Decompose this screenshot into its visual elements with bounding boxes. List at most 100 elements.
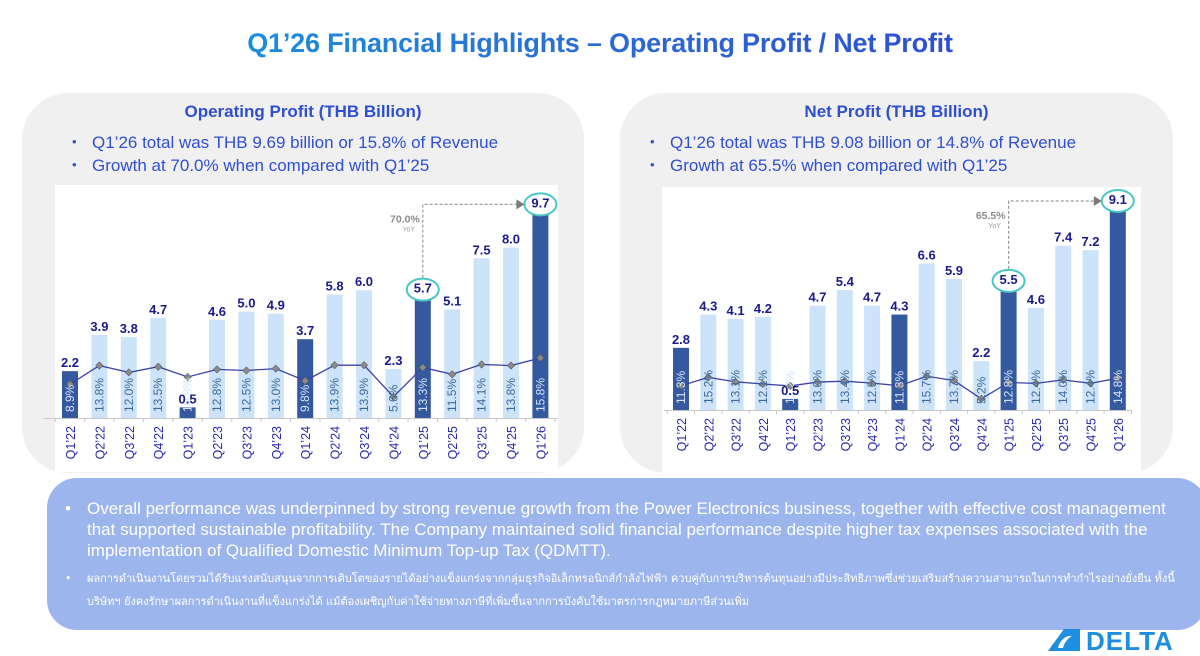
- np-margin-label: 5.2%: [974, 376, 988, 404]
- np-margin-label: 11.2%: [783, 371, 797, 404]
- np-margin-marker: [949, 376, 959, 385]
- bullet-item: Growth at 70.0% when compared with Q1’25: [72, 154, 498, 177]
- op-margin-marker: [154, 362, 163, 371]
- op-value-label: 5.7: [414, 281, 432, 296]
- op-margin-marker: [359, 361, 369, 370]
- op-category-label: Q3’25: [476, 426, 490, 459]
- np-category-label: Q1’23: [784, 418, 798, 451]
- np-bar: [973, 361, 990, 410]
- op-margin-marker: [330, 361, 339, 370]
- np-yoy-arrow-icon: [1093, 195, 1102, 206]
- op-margin-marker: [389, 392, 398, 401]
- op-category-label: Q3’24: [358, 426, 372, 459]
- op-margin-label: 9.8%: [298, 384, 312, 412]
- op-margin-marker: [448, 370, 457, 379]
- op-bar: [120, 337, 137, 418]
- np-value-label: 9.1: [1109, 192, 1127, 207]
- np-category-label: Q1’24: [893, 418, 907, 451]
- np-value-label: 4.3: [699, 299, 717, 314]
- np-margin-marker: [1031, 379, 1040, 388]
- np-margin-marker: [977, 394, 986, 403]
- np-margin-label: 11.3%: [892, 371, 906, 404]
- op-value-label: 7.5: [473, 242, 491, 257]
- op-margin-marker: [95, 361, 104, 370]
- np-margin-marker: [1059, 375, 1068, 384]
- op-margin-label: 12.8%: [210, 378, 224, 412]
- op-category-label: Q4’25: [505, 426, 519, 459]
- delta-logo-icon: [1048, 629, 1080, 651]
- np-yoy-value: 65.5%: [976, 210, 1006, 222]
- op-bar: [473, 258, 490, 418]
- op-margin-marker: [477, 360, 486, 369]
- page-title: Q1’26 Financial Highlights – Operating P…: [247, 28, 953, 58]
- op-bar: [503, 247, 519, 418]
- np-highlight-circle: [991, 268, 1026, 293]
- operating-profit-title: Operating Profit (THB Billion): [184, 102, 422, 121]
- op-value-label: 4.6: [208, 304, 226, 319]
- np-margin-marker: [840, 377, 849, 386]
- np-category-label: Q4’22: [757, 418, 771, 451]
- op-margin-marker: [301, 376, 310, 385]
- op-category-label: Q1’22: [64, 426, 78, 459]
- op-category-label: Q2’24: [329, 426, 343, 459]
- np-margin-marker: [1113, 374, 1122, 383]
- np-category-label: Q1’25: [1003, 418, 1017, 451]
- np-value-label: 5.5: [1000, 272, 1018, 287]
- np-value-label: 7.2: [1081, 234, 1099, 249]
- np-value-label: 6.6: [918, 247, 936, 262]
- op-value-label: 2.3: [384, 353, 402, 368]
- op-margin-marker: [124, 368, 133, 377]
- op-margin-marker: [65, 380, 75, 389]
- op-margin-marker: [536, 353, 545, 362]
- np-bar: [782, 398, 799, 410]
- np-bar: [754, 316, 771, 410]
- op-value-label: 5.8: [326, 278, 344, 293]
- np-margin-label: 12.8%: [1002, 370, 1016, 404]
- op-margin-label: 13.0%: [269, 378, 283, 412]
- np-margin-marker: [704, 373, 713, 382]
- op-bar: [444, 309, 461, 418]
- op-value-label: 3.8: [120, 321, 138, 336]
- op-value-label: 3.7: [296, 323, 314, 338]
- np-bar: [836, 290, 853, 410]
- np-category-label: Q4’24: [975, 418, 989, 451]
- op-category-label: Q2’25: [446, 426, 460, 459]
- np-margin-label: 12.5%: [865, 370, 879, 404]
- op-margin-label: 13.3%: [416, 378, 430, 412]
- op-value-label: 9.7: [531, 195, 549, 210]
- np-category-label: Q3’25: [1057, 418, 1071, 451]
- op-value-label: 6.0: [355, 274, 373, 289]
- summary-panel: Overall performance was underpinned by s…: [47, 478, 1200, 630]
- summary-thai-text: ผลการดำเนินงานโดยรวมได้รับแรงสนับสนุนจาก…: [87, 572, 1175, 608]
- op-category-label: Q3’23: [240, 426, 254, 459]
- np-category-label: Q3’23: [839, 418, 853, 451]
- op-category-label: Q4’24: [387, 426, 401, 459]
- net-profit-bullets: Q1’26 total was THB 9.08 billion or 14.8…: [650, 131, 1076, 177]
- np-category-label: Q2’22: [702, 418, 716, 451]
- op-value-label: 2.2: [61, 355, 79, 370]
- bullet-item: Growth at 65.5% when compared with Q1’25: [650, 154, 1076, 177]
- np-category-label: Q3’24: [948, 418, 962, 451]
- np-margin-label: 15.2%: [701, 370, 715, 404]
- op-category-label: Q4’23: [270, 426, 284, 459]
- bullet-item: Q1’26 total was THB 9.69 billion or 15.8…: [72, 131, 498, 154]
- net-profit-title: Net Profit (THB Billion): [804, 102, 989, 121]
- np-margin-label: 12.4%: [1029, 370, 1043, 404]
- op-margin-label: 13.9%: [357, 378, 371, 412]
- np-margin-marker: [676, 381, 686, 390]
- np-value-label: 4.6: [1027, 292, 1045, 307]
- np-bar: [673, 347, 689, 410]
- np-value-label: 4.2: [754, 301, 772, 316]
- op-category-label: Q3’22: [123, 426, 137, 459]
- np-category-label: Q4’25: [1085, 418, 1099, 451]
- op-category-label: Q1’24: [299, 426, 313, 459]
- op-category-label: Q1’23: [182, 426, 196, 459]
- np-value-label: 2.8: [672, 332, 690, 347]
- op-bar: [91, 334, 108, 418]
- op-value-label: 8.0: [502, 232, 520, 247]
- np-bar: [1027, 307, 1044, 410]
- op-margin-marker: [183, 372, 192, 381]
- summary-english: Overall performance was underpinned by s…: [65, 498, 1177, 561]
- np-margin-label: 12.1%: [756, 370, 770, 404]
